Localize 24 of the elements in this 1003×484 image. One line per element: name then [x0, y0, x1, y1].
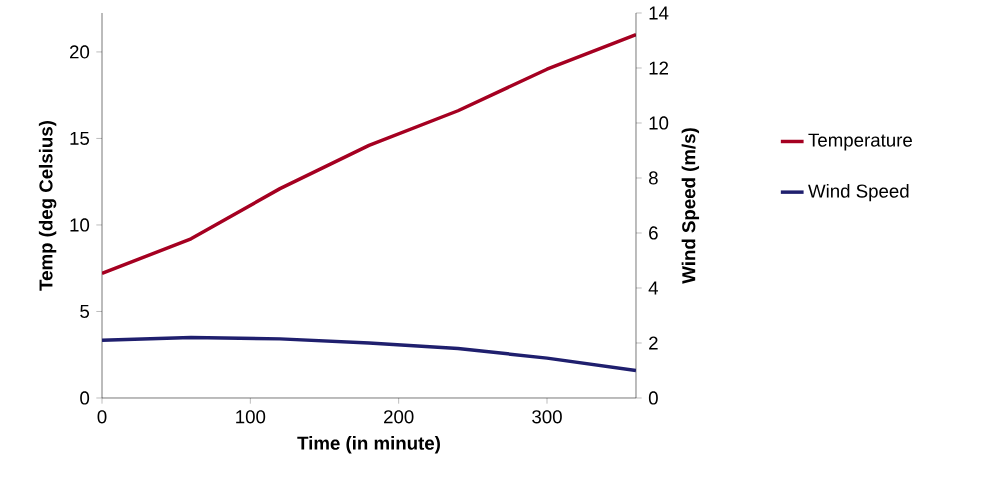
legend-label: Temperature — [808, 133, 912, 151]
y-tick-label: 0 — [80, 391, 90, 405]
y-axis-title: Temp (deg Celsius) — [38, 121, 57, 291]
y2-tick-label: 4 — [648, 281, 659, 295]
line-series — [102, 32, 636, 276]
x-tick-label: 200 — [384, 410, 414, 424]
line-series — [102, 335, 636, 373]
y2-tick-label: 10 — [649, 116, 669, 130]
y2-axis-title: Wind Speed (m/s) — [681, 128, 700, 284]
y2-tick-label: 8 — [648, 171, 658, 185]
y2-tick-label: 0 — [648, 391, 658, 405]
y2-tick-label: 2 — [649, 336, 658, 350]
x-tick-label: 0 — [97, 410, 107, 424]
y-tick-label: 5 — [80, 304, 90, 318]
x-tick-label: 300 — [532, 410, 562, 424]
x-axis-title: Time (in minute) — [297, 436, 440, 454]
x-tick-label: 100 — [236, 410, 266, 424]
y2-tick-label: 6 — [649, 226, 658, 240]
y2-tick-label: 14 — [649, 6, 669, 20]
y-tick-label: 20 — [70, 45, 90, 59]
legend-label: Wind Speed — [808, 183, 909, 202]
y2-tick-label: 12 — [649, 61, 669, 75]
y-tick-label: 10 — [70, 218, 90, 232]
y-tick-label: 15 — [70, 131, 90, 145]
